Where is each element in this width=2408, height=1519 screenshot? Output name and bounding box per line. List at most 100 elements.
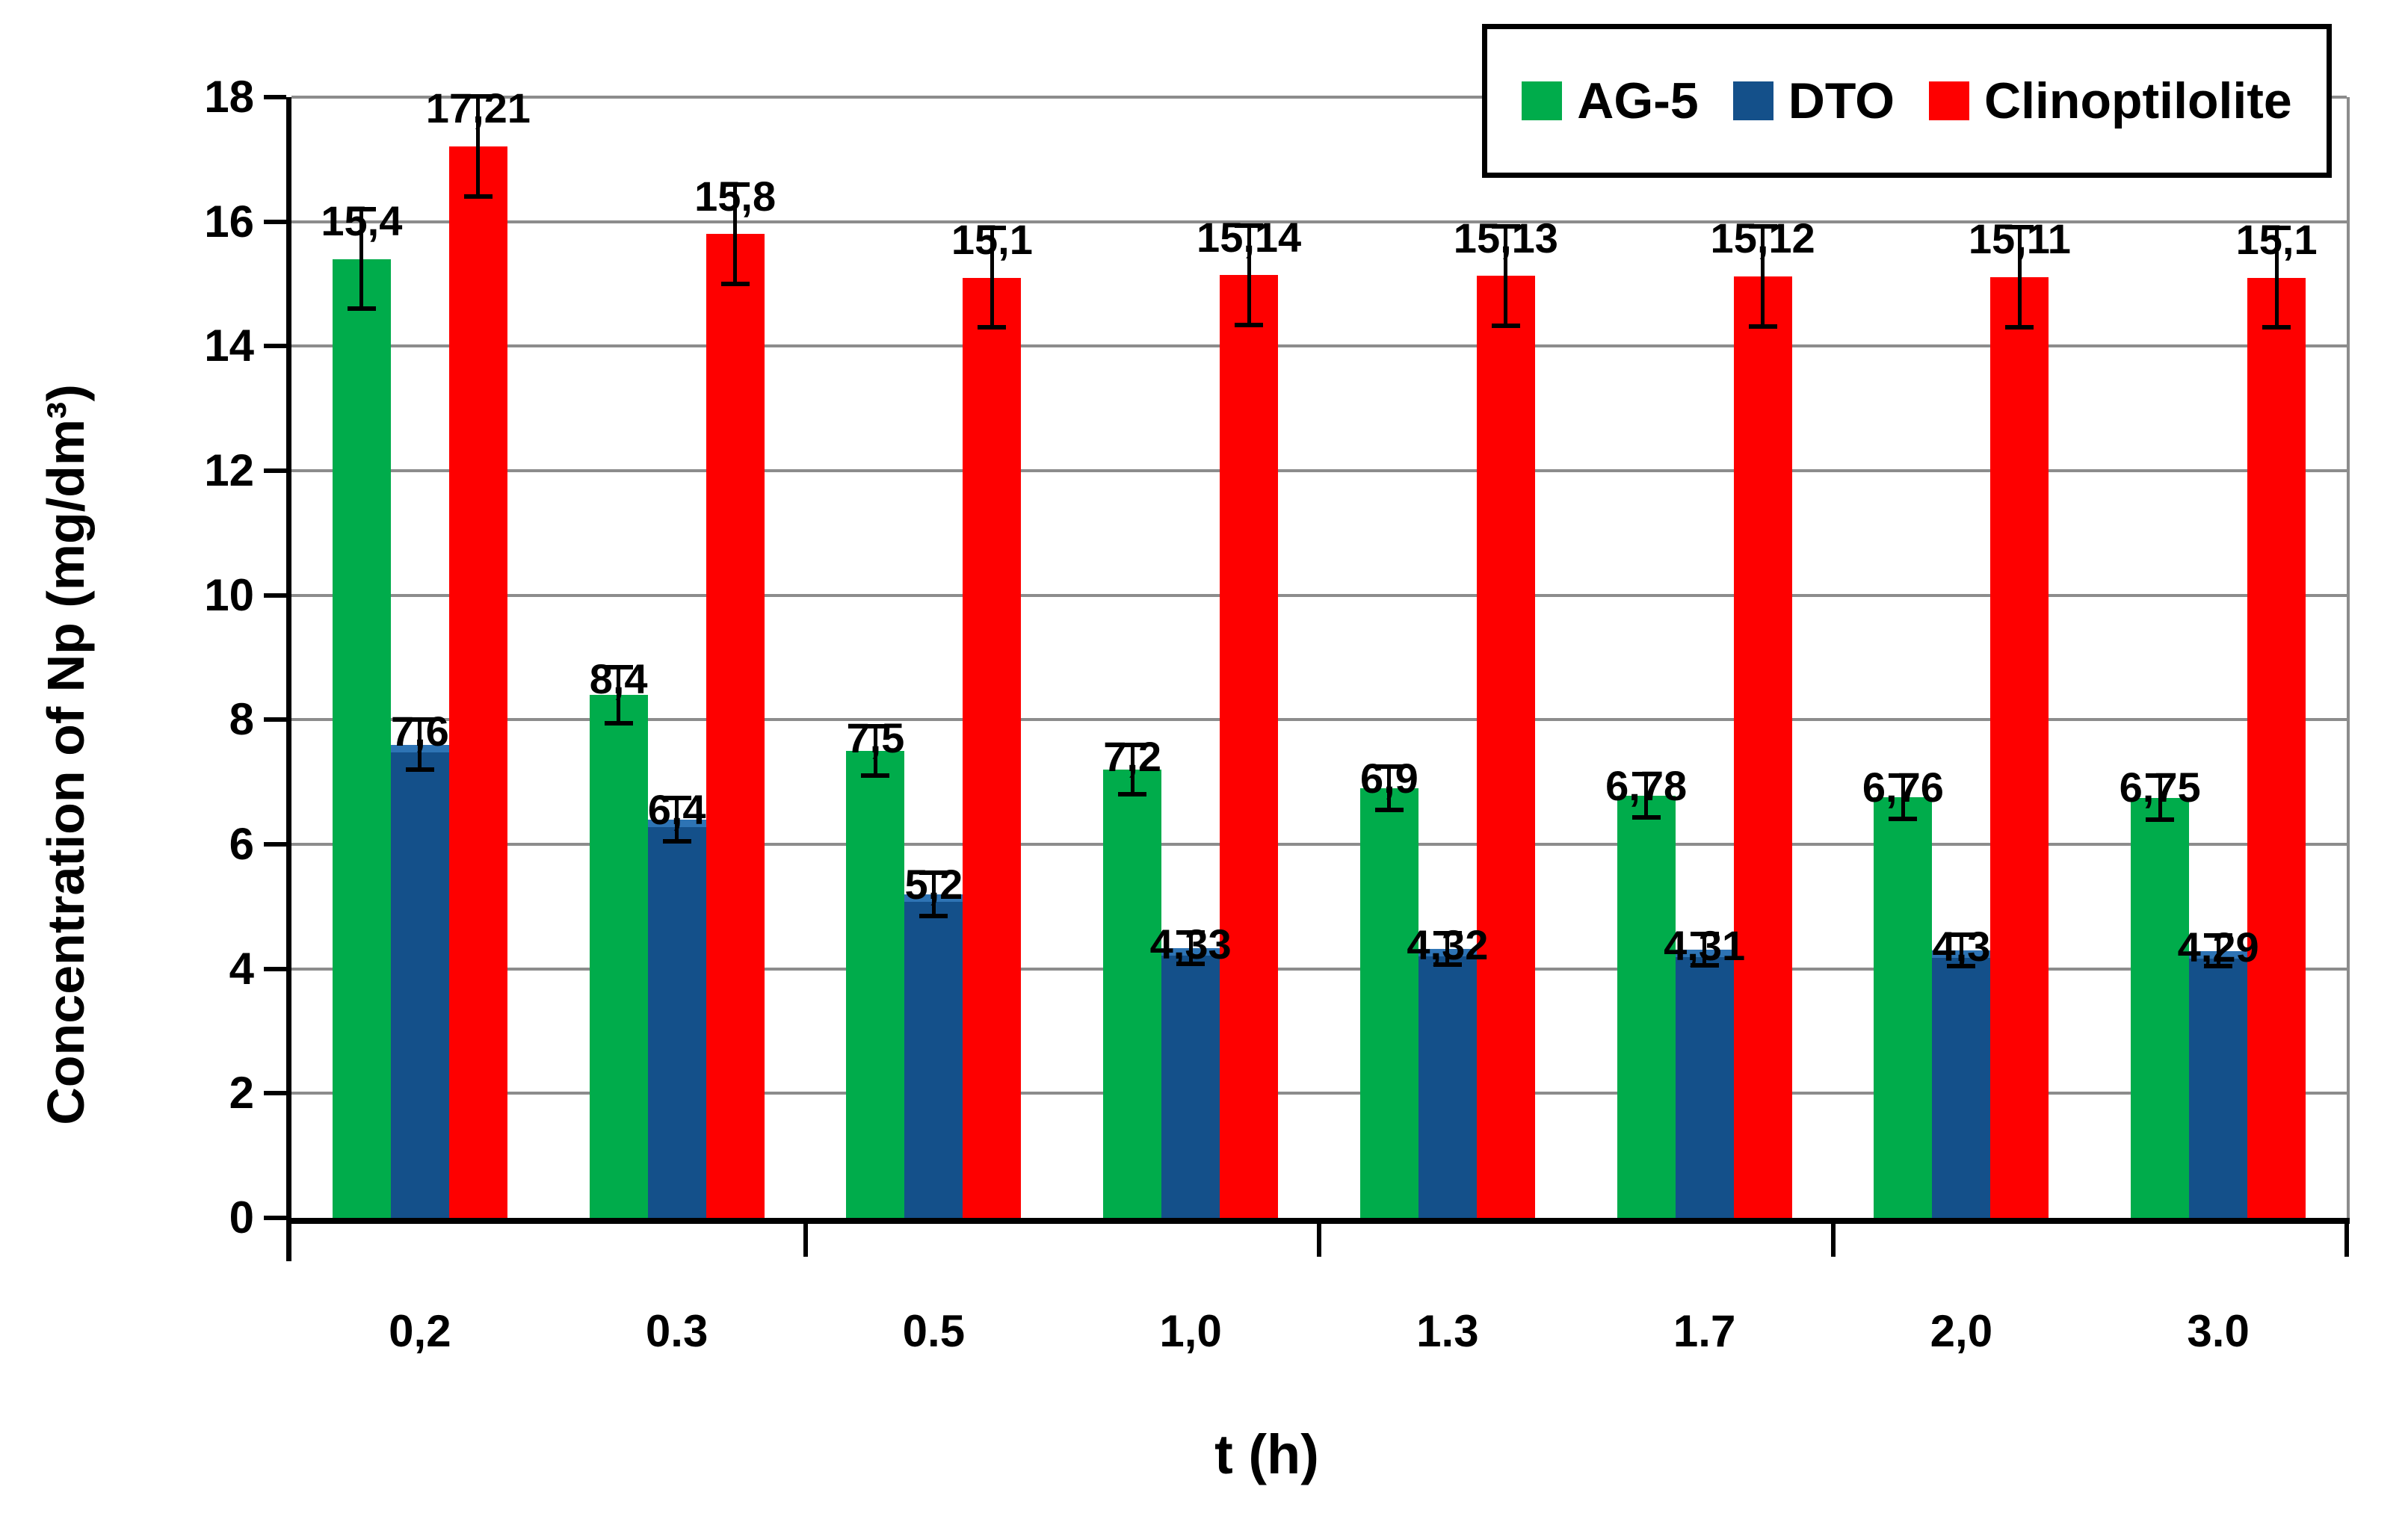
error-bar-cap-top bbox=[1374, 764, 1404, 769]
bar-dto bbox=[1161, 948, 1220, 1218]
error-bar bbox=[1959, 934, 1963, 966]
bar-value-label: 4,29 bbox=[2177, 923, 2259, 971]
y-tick-mark bbox=[264, 1216, 286, 1220]
y-tick-mark bbox=[264, 344, 286, 349]
gridline-y-12 bbox=[291, 469, 2347, 472]
error-bar bbox=[1644, 773, 1649, 818]
error-bar-cap-bottom bbox=[662, 838, 691, 844]
error-bar-cap-top bbox=[919, 870, 948, 875]
legend-label-clinoptilolite: Clinoptilolite bbox=[1984, 72, 2292, 129]
error-bar-cap-bottom bbox=[1176, 962, 1205, 966]
bar-clinoptilolite bbox=[1990, 276, 2049, 1218]
bar-value-label: 6,9 bbox=[1359, 754, 1418, 802]
error-bar-cap-bottom bbox=[2204, 964, 2233, 969]
error-bar bbox=[359, 209, 364, 309]
bar-value-label: 15,12 bbox=[1710, 214, 1815, 262]
error-bar bbox=[1504, 226, 1508, 326]
error-bar-cap-top bbox=[463, 94, 493, 99]
error-bar-cap-top bbox=[1235, 223, 1264, 228]
error-bar-cap-bottom bbox=[1947, 963, 1976, 968]
bar-clinoptilolite bbox=[963, 277, 1022, 1218]
error-bar-cap-bottom bbox=[919, 913, 948, 918]
error-bar-cap-top bbox=[405, 717, 434, 723]
bar-dto bbox=[1675, 949, 1734, 1218]
error-bar-cap-bottom bbox=[1374, 808, 1404, 813]
x-tick-mark bbox=[1317, 1222, 1321, 1257]
x-tick-label: 1.3 bbox=[1416, 1306, 1479, 1356]
bar-dto bbox=[2189, 950, 2248, 1218]
bar-value-label: 15,11 bbox=[1968, 215, 2071, 263]
x-tick-mark bbox=[803, 1222, 808, 1257]
y-tick-label: 8 bbox=[229, 694, 254, 745]
gridline-y-4 bbox=[291, 967, 2347, 971]
error-bar-cap-bottom bbox=[1631, 815, 1661, 820]
plot-right-border bbox=[2347, 97, 2350, 1218]
error-bar bbox=[1445, 933, 1450, 965]
x-tick-label: 0.3 bbox=[645, 1306, 708, 1356]
x-tick-label: 3.0 bbox=[2187, 1306, 2250, 1356]
error-bar bbox=[990, 228, 994, 328]
bar-value-label: 7,2 bbox=[1103, 732, 1162, 780]
bar-value-label: 15,4 bbox=[321, 197, 403, 244]
x-tick-label: 1,0 bbox=[1159, 1306, 1222, 1356]
error-bar-cap-top bbox=[2146, 773, 2175, 779]
bar-value-label: 6,76 bbox=[1862, 763, 1944, 811]
y-axis-title: Concentration of Np (mg/dm³) bbox=[37, 384, 95, 1125]
error-bar bbox=[476, 96, 481, 197]
bar-dto bbox=[1932, 950, 1991, 1218]
bar-dto bbox=[647, 819, 706, 1218]
error-bar-cap-bottom bbox=[978, 325, 1007, 330]
error-bar-cap-bottom bbox=[861, 773, 890, 779]
error-bar-cap-top bbox=[2262, 226, 2291, 230]
bar-ag5 bbox=[589, 695, 648, 1218]
legend-swatch-ag5 bbox=[1522, 81, 1563, 120]
error-bar-cap-bottom bbox=[347, 306, 376, 312]
bar-value-label: 4,3 bbox=[1932, 922, 1991, 970]
error-bar bbox=[1188, 932, 1193, 964]
y-tick-mark bbox=[264, 593, 286, 598]
error-bar-cap-top bbox=[604, 664, 633, 669]
error-bar-cap-top bbox=[1690, 932, 1719, 936]
bar-value-label: 7,6 bbox=[390, 708, 449, 755]
bar-value-label: 17,21 bbox=[425, 84, 531, 132]
bar-dto bbox=[1418, 949, 1477, 1218]
error-bar-cap-bottom bbox=[2005, 324, 2034, 330]
error-bar bbox=[1761, 226, 1765, 327]
bar-value-label: 6,78 bbox=[1605, 761, 1688, 809]
bar-ag5 bbox=[1617, 796, 1676, 1218]
error-bar-cap-bottom bbox=[405, 767, 434, 772]
bar-ag5 bbox=[1103, 770, 1162, 1218]
error-bar-cap-top bbox=[1631, 771, 1661, 776]
error-bar-cap-bottom bbox=[1748, 324, 1777, 329]
gridline-y-6 bbox=[291, 843, 2347, 846]
error-bar bbox=[2274, 228, 2279, 328]
error-bar bbox=[418, 720, 422, 770]
bar-value-label: 15,1 bbox=[951, 216, 1033, 263]
y-axis-line bbox=[286, 97, 291, 1261]
error-bar-cap-top bbox=[1176, 930, 1205, 935]
legend-label-ag5: AG-5 bbox=[1577, 72, 1699, 129]
bar-clinoptilolite bbox=[1220, 275, 1279, 1218]
error-bar-cap-bottom bbox=[1433, 962, 1462, 967]
error-bar bbox=[2017, 227, 2022, 327]
bar-value-label: 15,8 bbox=[694, 172, 777, 220]
y-tick-label: 16 bbox=[204, 196, 254, 247]
gridline-y-18 bbox=[291, 96, 2347, 99]
error-bar-cap-bottom bbox=[1889, 816, 1918, 821]
plot-area bbox=[291, 96, 2350, 1218]
gridline-y-14 bbox=[291, 344, 2347, 348]
error-bar-cap-top bbox=[2204, 932, 2233, 938]
bar-value-label: 5,2 bbox=[904, 860, 963, 908]
error-bar bbox=[873, 726, 877, 776]
legend-item-dto: DTO bbox=[1732, 75, 1895, 126]
bar-value-label: 6,4 bbox=[647, 785, 706, 833]
gridline-y-2 bbox=[291, 1092, 2347, 1095]
gridline-y-10 bbox=[291, 593, 2347, 597]
y-tick-mark bbox=[264, 95, 286, 99]
y-tick-mark bbox=[264, 717, 286, 723]
error-bar-cap-top bbox=[1947, 932, 1976, 937]
error-bar bbox=[1901, 775, 1905, 819]
x-tick-mark bbox=[1830, 1222, 1836, 1257]
error-bar bbox=[617, 666, 621, 723]
y-tick-label: 14 bbox=[204, 321, 254, 371]
